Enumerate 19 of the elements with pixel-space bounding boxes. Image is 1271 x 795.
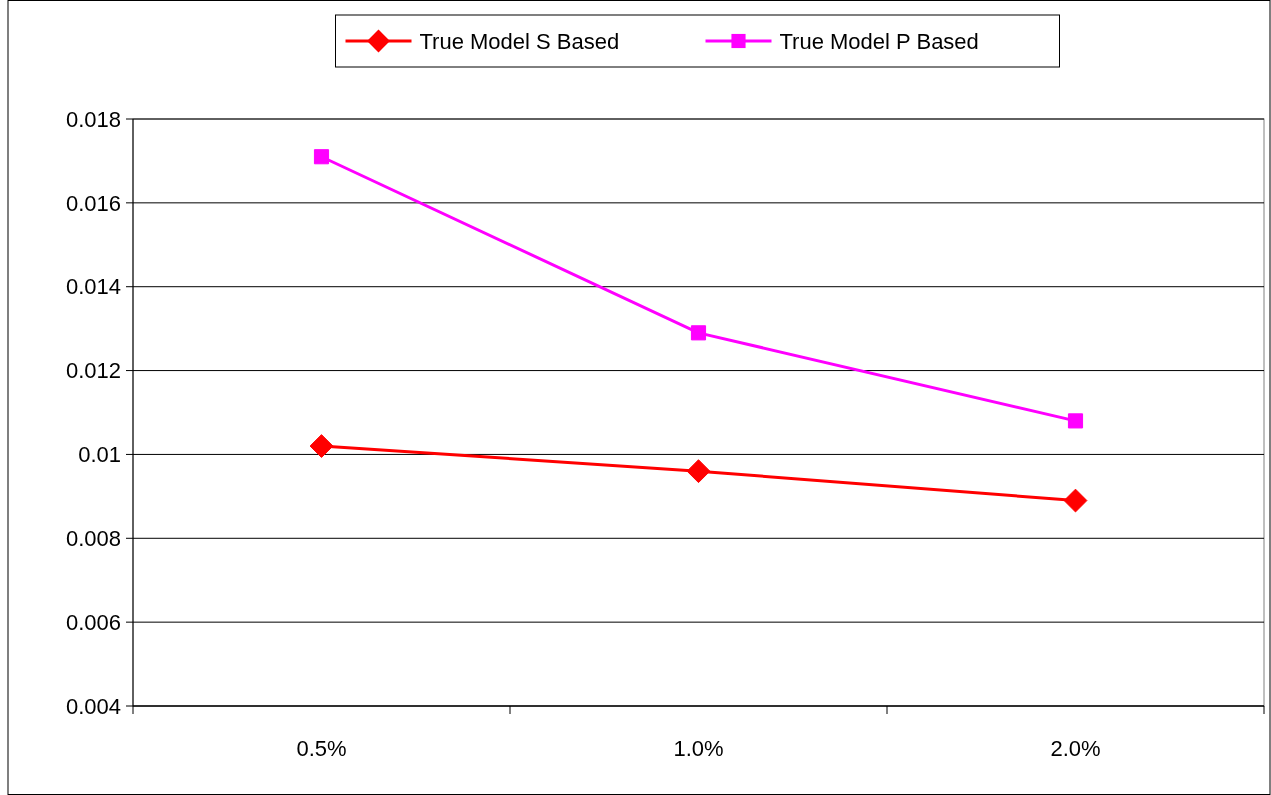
y-tick-label: 0.006 [65, 609, 121, 635]
x-tick-label: 1.0% [673, 736, 724, 761]
point [686, 459, 711, 484]
y-tick-label: 0.014 [65, 274, 121, 300]
legend-label: True Model P Based [779, 28, 979, 54]
y-tick-label: 0.01 [78, 442, 121, 468]
point [690, 325, 707, 341]
y-tick-label: 0.012 [65, 358, 121, 384]
point [1063, 488, 1088, 513]
point [313, 149, 330, 165]
point [309, 434, 334, 458]
y-tick-label: 0.008 [65, 525, 121, 551]
x-tick-label: 0.5% [296, 736, 347, 761]
y-tick-label: 0.016 [65, 190, 121, 216]
point [1067, 413, 1084, 429]
y-tick-label: 0.004 [65, 693, 121, 719]
y-tick-label: 0.018 [65, 106, 121, 132]
x-tick-label: 2.0% [1050, 736, 1101, 761]
legend-label: True Model S Based [419, 28, 620, 54]
